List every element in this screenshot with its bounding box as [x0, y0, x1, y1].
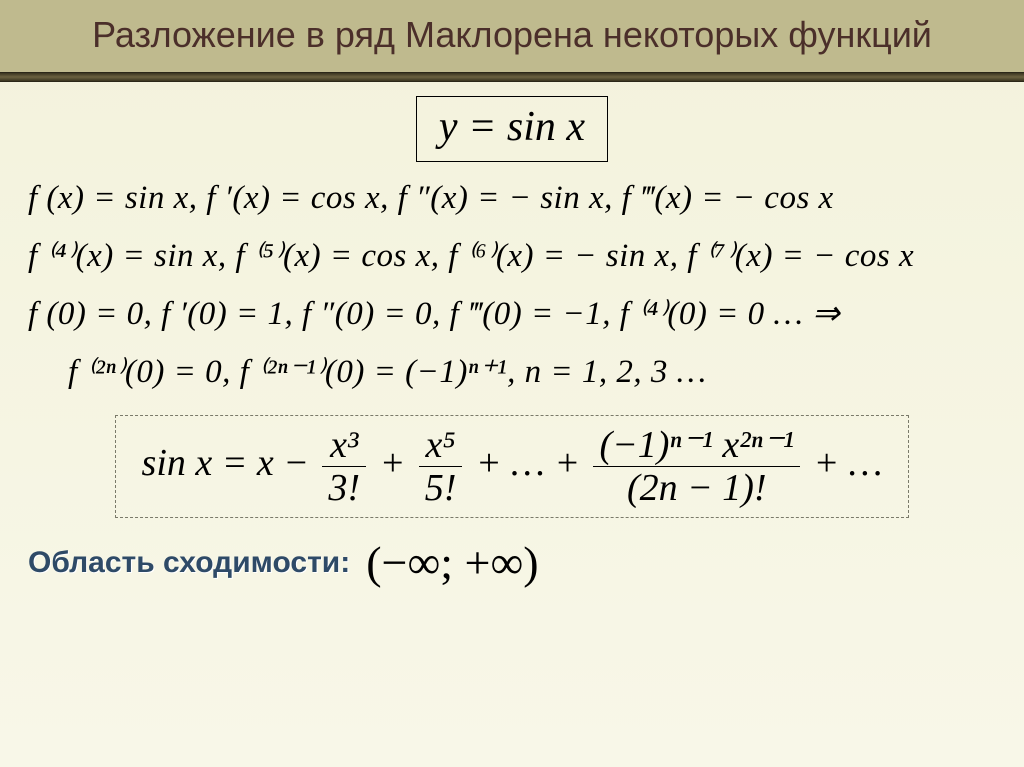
general-term: (−1)ⁿ⁻¹ x²ⁿ⁻¹ (2n − 1)! — [593, 426, 800, 507]
domain-value: (−∞; +∞) — [366, 536, 538, 589]
term-1-num: x³ — [322, 426, 366, 467]
general-term-num: (−1)ⁿ⁻¹ x²ⁿ⁻¹ — [593, 426, 800, 467]
mid-dots: + … + — [476, 442, 590, 484]
derivatives-line-2: f ⁽⁴⁾(x) = sin x, f ⁽⁵⁾(x) = cos x, f ⁽⁶… — [28, 235, 996, 275]
function-definition: y = sin x — [439, 104, 585, 150]
function-box-wrap: y = sin x — [28, 96, 996, 162]
content: y = sin x f (x) = sin x, f ′(x) = cos x,… — [0, 82, 1024, 589]
term-2: x⁵ 5! — [419, 426, 463, 507]
series-wrap: sin x = x − x³ 3! + x⁵ 5! + … + (−1)ⁿ⁻¹ … — [28, 409, 996, 518]
series-expansion: sin x = x − x³ 3! + x⁵ 5! + … + (−1)ⁿ⁻¹ … — [142, 442, 883, 484]
domain-row: Область сходимости: (−∞; +∞) — [28, 536, 996, 589]
general-term-den: (2n − 1)! — [593, 467, 800, 507]
tail-dots: + … — [814, 442, 883, 484]
derivatives-line-1: f (x) = sin x, f ′(x) = cos x, f ″(x) = … — [28, 180, 996, 217]
series-box: sin x = x − x³ 3! + x⁵ 5! + … + (−1)ⁿ⁻¹ … — [115, 415, 910, 518]
plus-1: + — [380, 442, 415, 484]
function-box: y = sin x — [416, 96, 608, 162]
pattern-line: f ⁽²ⁿ⁾(0) = 0, f ⁽²ⁿ⁻¹⁾(0) = (−1)ⁿ⁺¹, n … — [68, 351, 996, 391]
term-1-den: 3! — [322, 467, 366, 507]
domain-label: Область сходимости: — [28, 546, 350, 580]
term-2-den: 5! — [419, 467, 463, 507]
values-at-zero: f (0) = 0, f ′(0) = 1, f ″(0) = 0, f ‴(0… — [28, 293, 996, 333]
header: Разложение в ряд Маклорена некоторых фун… — [0, 0, 1024, 72]
series-lhs: sin x = x − — [142, 442, 309, 484]
term-2-num: x⁵ — [419, 426, 463, 467]
slide: Разложение в ряд Маклорена некоторых фун… — [0, 0, 1024, 767]
page-title: Разложение в ряд Маклорена некоторых фун… — [20, 14, 1004, 56]
header-rule — [0, 72, 1024, 82]
term-1: x³ 3! — [322, 426, 366, 507]
